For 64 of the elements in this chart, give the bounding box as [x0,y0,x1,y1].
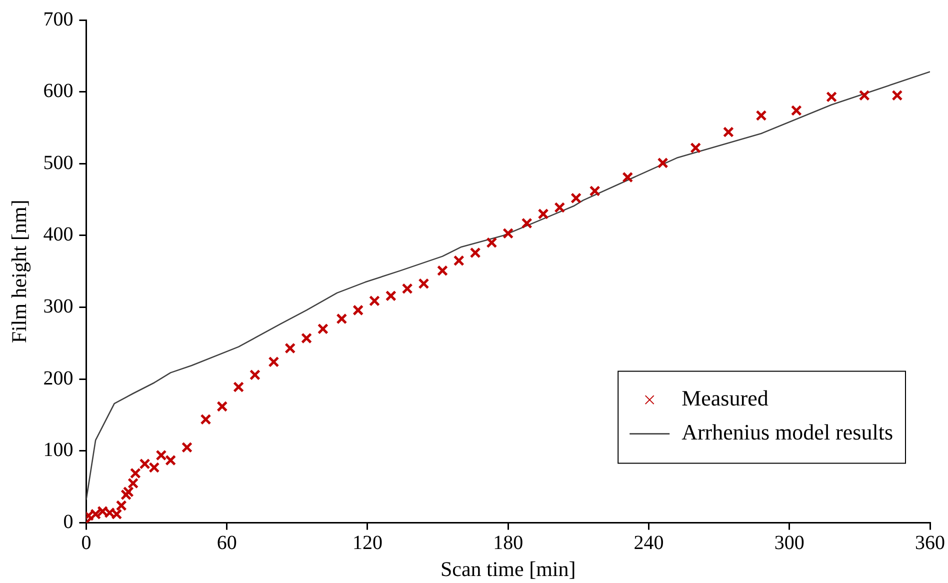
point [521,218,532,229]
y-axis-title: Film height [nm] [7,200,32,344]
point [570,192,582,204]
legend-label: Measured [682,386,768,411]
y-tick-label: 400 [43,224,74,246]
point [538,208,549,220]
point [858,90,870,101]
x-tick-label: 240 [634,532,664,554]
point [486,237,498,248]
point [470,247,481,258]
point [756,110,767,122]
y-tick-label: 100 [43,439,74,462]
y-tick-label: 600 [43,80,74,102]
point [156,450,167,461]
point [657,157,668,168]
point [402,283,413,294]
point [116,500,127,512]
point [139,458,150,470]
point [369,295,380,306]
y-tick-label: 700 [43,8,74,30]
point [200,414,212,425]
point [97,506,108,517]
point [622,172,634,183]
point [90,508,102,520]
point [148,462,160,473]
point [589,185,600,196]
y-tick-label: 300 [43,296,74,318]
point [336,313,348,324]
legend-label: Arrhenius model results [682,420,893,445]
point [111,508,122,520]
point [233,382,244,393]
point [181,442,192,453]
point [554,202,566,213]
point [352,304,364,316]
point [690,142,702,154]
point [122,486,134,498]
y-tick-label: 0 [63,511,74,534]
point [284,342,296,354]
x-tick-label: 180 [493,532,524,554]
point [418,278,430,290]
x-tick-label: 0 [81,532,92,554]
y-tick-label: 500 [43,152,74,174]
y-tick-label: 200 [43,367,74,390]
x-tick-label: 120 [352,532,382,554]
point [301,332,312,344]
point [317,323,328,334]
point [892,90,903,101]
point [104,507,116,518]
x-tick-label: 60 [216,532,237,554]
point [249,369,260,380]
point [453,255,464,266]
point [216,400,228,412]
point [826,91,838,102]
point [436,265,448,276]
x-axis-title: Scan time [min] [440,556,576,581]
point [165,454,176,466]
point [502,228,514,239]
x-tick-label: 300 [774,532,804,554]
x-tick-label: 360 [915,532,945,554]
point [385,290,396,302]
point [790,105,802,116]
point [120,489,132,500]
point [268,356,280,368]
point [722,126,734,138]
